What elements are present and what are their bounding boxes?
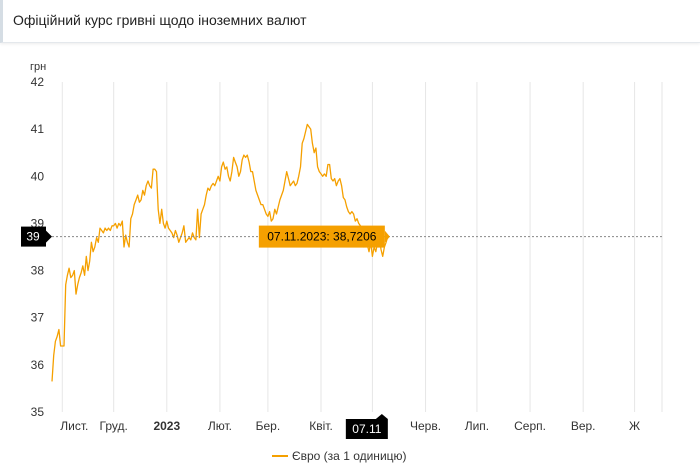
- x-tick-label-3: Лют.: [208, 419, 232, 433]
- series-line-euro[interactable]: [51, 123, 389, 382]
- tooltip-bg: [258, 225, 385, 248]
- euro-rate-line-chart[interactable]: грн 35 36 37 38 39 40 41 42 Лист. Груд. 2023 Лют. Бе…: [0, 44, 700, 468]
- x-tick-label-4: Бер.: [256, 419, 281, 433]
- x-value-badge: 07.11: [345, 414, 388, 439]
- x-tick-label-0: Лист.: [60, 419, 88, 433]
- y-badge-bg: [21, 226, 46, 247]
- x-badge-text: 07.11: [352, 422, 381, 436]
- y-axis-unit: грн: [30, 61, 46, 73]
- legend-label: Євро (за 1 одиницю): [292, 449, 407, 463]
- x-tick-label-5: Квіт.: [309, 419, 333, 433]
- y-tick-label-36: 36: [31, 358, 45, 372]
- y-tick-label-41: 41: [31, 122, 45, 136]
- y-tick-label-35: 35: [31, 405, 45, 419]
- x-tick-label-9: Серп.: [514, 419, 546, 433]
- chart-area[interactable]: грн 35 36 37 38 39 40 41 42 Лист. Груд. 2023 Лют. Бе…: [0, 44, 700, 468]
- tooltip-text: 07.11.2023: 38,7206: [267, 230, 377, 244]
- y-badge-pointer: [46, 230, 52, 243]
- y-tick-label-38: 38: [31, 264, 45, 278]
- tooltip-pointer: [384, 230, 390, 243]
- legend[interactable]: Євро (за 1 одиницю): [272, 449, 407, 463]
- x-badge-pointer: [375, 414, 388, 419]
- x-tick-label-11: Ж: [629, 419, 640, 433]
- y-tick-label-42: 42: [31, 75, 45, 89]
- x-badge-bg: [345, 419, 388, 439]
- page-title: Офіційний курс гривні щодо іноземних вал…: [13, 12, 307, 28]
- x-tick-label-10: Вер.: [571, 419, 596, 433]
- chart-header: Офіційний курс гривні щодо іноземних вал…: [0, 0, 700, 43]
- x-tick-label-2: 2023: [153, 419, 180, 433]
- y-badge-text: 39: [26, 230, 40, 244]
- x-tick-label-1: Груд.: [100, 419, 128, 433]
- x-tick-label-8: Лип.: [465, 419, 489, 433]
- y-value-badge: 39: [21, 226, 52, 247]
- y-tick-label-40: 40: [31, 169, 45, 183]
- tooltip: 07.11.2023: 38,7206: [258, 225, 390, 248]
- x-tick-label-7: Черв.: [410, 419, 441, 433]
- y-tick-label-37: 37: [31, 311, 45, 325]
